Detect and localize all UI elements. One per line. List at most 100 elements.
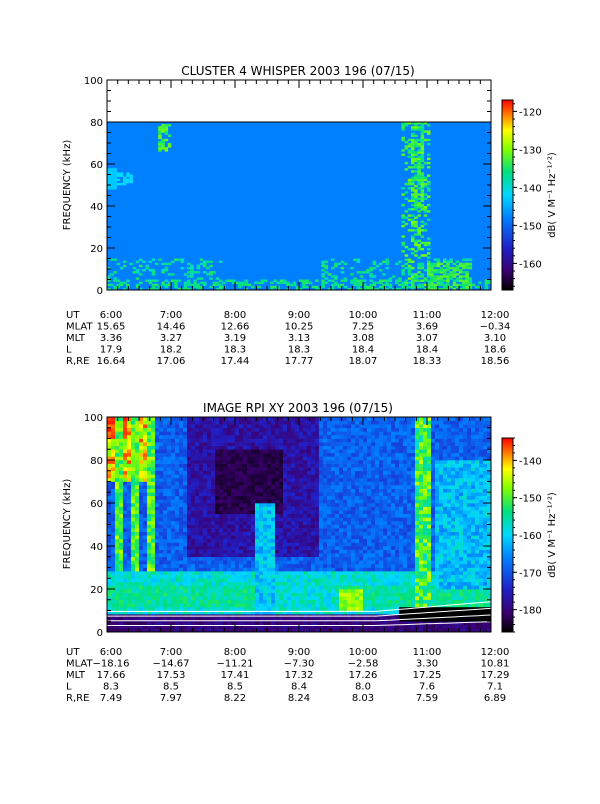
heatmap-cell (227, 456, 231, 460)
heatmap-cell (143, 514, 147, 518)
heatmap-cell (207, 560, 211, 564)
heatmap-cell (331, 585, 335, 589)
heatmap-cell (147, 568, 151, 572)
heatmap-cell (347, 585, 351, 589)
heatmap-cell (263, 553, 267, 557)
heatmap-cell (247, 532, 251, 536)
heatmap-cell (151, 585, 155, 589)
heatmap-cell (143, 571, 147, 575)
heatmap-cell (283, 568, 287, 572)
heatmap-cell (287, 424, 291, 428)
heatmap-cell (279, 525, 283, 529)
heatmap-cell (335, 539, 339, 543)
heatmap-cell (331, 280, 335, 282)
heatmap-cell (135, 589, 139, 593)
heatmap-cell (315, 417, 319, 421)
heatmap-cell (351, 568, 355, 572)
heatmap-cell (143, 600, 147, 604)
heatmap-cell (107, 621, 111, 625)
heatmap-cell (199, 435, 203, 439)
heatmap-cell (247, 439, 251, 443)
heatmap-cell (211, 485, 215, 489)
heatmap-cell (127, 431, 131, 435)
heatmap-cell (462, 271, 466, 273)
heatmap-cell (183, 532, 187, 536)
heatmap-cell (331, 521, 335, 525)
heatmap-cell (307, 578, 311, 582)
heatmap-cell (267, 596, 271, 600)
heatmap-cell (331, 542, 335, 546)
heatmap-cell (363, 535, 367, 539)
heatmap-cell (179, 557, 183, 561)
heatmap-cell (311, 585, 315, 589)
ephemeris-value: 17.44 (221, 356, 250, 367)
heatmap-cell (119, 507, 123, 511)
heatmap-cell (155, 593, 159, 597)
heatmap-cell (123, 528, 127, 532)
heatmap-cell (299, 560, 303, 564)
heatmap-cell (363, 585, 367, 589)
heatmap-cell (199, 514, 203, 518)
heatmap-cell (315, 439, 319, 443)
heatmap-cell (291, 453, 295, 457)
heatmap-cell (171, 553, 175, 557)
heatmap-cell (275, 589, 279, 593)
heatmap-cell (334, 275, 338, 277)
ephemeris-value: 18.4 (352, 345, 374, 356)
heatmap-cell (123, 478, 127, 482)
heatmap-cell (231, 428, 235, 432)
heatmap-cell (239, 446, 243, 450)
heatmap-cell (335, 417, 339, 421)
heatmap-cell (405, 284, 409, 286)
heatmap-cell (243, 600, 247, 604)
heatmap-cell (411, 261, 415, 263)
heatmap-cell (255, 521, 259, 525)
heatmap-cell (343, 539, 347, 543)
heatmap-cell (283, 503, 287, 507)
heatmap-cell (113, 175, 117, 177)
heatmap-cell (271, 521, 275, 525)
heatmap-cell (283, 496, 287, 500)
ephemeris-value: 6:00 (100, 310, 122, 321)
heatmap-cell (335, 421, 339, 425)
heatmap-cell (453, 275, 457, 277)
heatmap-cell (307, 467, 311, 471)
heatmap-cell (421, 177, 425, 179)
heatmap-cell (163, 482, 167, 486)
heatmap-cell (113, 187, 117, 189)
heatmap-cell (219, 507, 223, 511)
heatmap-cell (107, 482, 111, 486)
heatmap-cell (159, 431, 163, 435)
heatmap-cell (283, 478, 287, 482)
heatmap-cell (175, 514, 179, 518)
heatmap-cell (171, 564, 175, 568)
heatmap-cell (263, 453, 267, 457)
heatmap-cell (195, 456, 199, 460)
heatmap-cell (359, 525, 363, 529)
heatmap-cell (219, 517, 223, 521)
heatmap-cell (271, 496, 275, 500)
heatmap-cell (275, 482, 279, 486)
heatmap-cell (401, 235, 405, 237)
heatmap-cell (287, 474, 291, 478)
heatmap-cell (417, 265, 421, 267)
heatmap-cell (339, 474, 343, 478)
heatmap-cell (287, 589, 291, 593)
heatmap-cell (279, 439, 283, 443)
heatmap-cell (251, 421, 255, 425)
heatmap-cell (401, 137, 405, 139)
heatmap-cell (139, 528, 143, 532)
heatmap-cell (135, 528, 139, 532)
heatmap-cell (175, 499, 179, 503)
heatmap-cell (327, 435, 331, 439)
heatmap-cell (155, 453, 159, 457)
heatmap-cell (223, 596, 227, 600)
heatmap-cell (299, 517, 303, 521)
heatmap-cell (347, 510, 351, 514)
heatmap-cell (115, 550, 119, 554)
heatmap-cell (465, 280, 469, 282)
heatmap-cell (111, 560, 115, 564)
heatmap-cell (331, 575, 335, 579)
heatmap-cell (421, 242, 425, 244)
heatmap-cell (315, 482, 319, 486)
